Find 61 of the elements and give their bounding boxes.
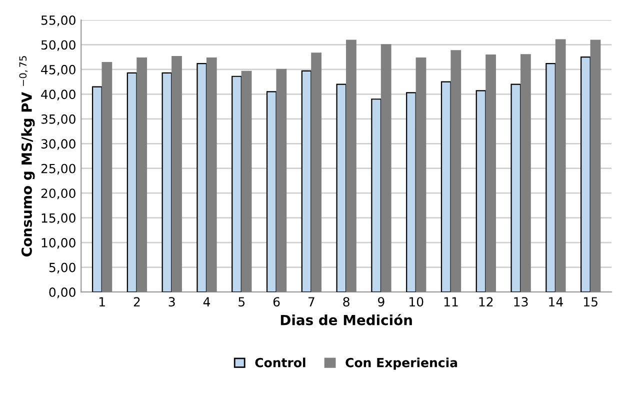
bar — [555, 39, 566, 292]
y-tick-label: 45,00 — [41, 64, 76, 76]
bar — [276, 68, 287, 292]
y-tick-label: 30,00 — [41, 139, 76, 150]
bar — [266, 91, 277, 292]
bar — [232, 76, 242, 292]
x-tick-label: 6 — [273, 297, 280, 307]
y-tick-label: 15,00 — [42, 213, 76, 224]
bar — [206, 58, 217, 292]
x-tick-label: 9 — [378, 297, 384, 307]
x-tick-label: 2 — [134, 297, 140, 306]
y-tick-label: 0,00 — [49, 287, 76, 298]
y-tick-label: 50,00 — [41, 40, 76, 51]
bar — [172, 56, 182, 292]
x-tick-label: 14 — [549, 297, 563, 306]
bar — [196, 62, 208, 292]
bar — [416, 58, 426, 292]
x-tick-label: 12 — [479, 297, 493, 306]
x-tick-label: 15 — [584, 297, 598, 307]
bar — [476, 90, 486, 292]
bar — [346, 40, 356, 292]
bar — [301, 70, 312, 292]
bar — [450, 50, 462, 292]
bar — [136, 58, 148, 292]
y-tick-label: 20,00 — [41, 188, 76, 200]
bar — [126, 72, 138, 292]
bar — [580, 56, 591, 292]
y-tick-label: 40,00 — [41, 90, 76, 100]
bar — [102, 62, 112, 292]
x-tick-label: 10 — [410, 297, 424, 307]
bar — [311, 52, 322, 292]
y-tick-label: 10,00 — [42, 238, 76, 249]
bar — [406, 92, 416, 292]
x-tick-label: 5 — [238, 297, 245, 307]
bar — [92, 86, 102, 292]
y-tick-label: 25,00 — [41, 164, 76, 175]
bar — [380, 44, 392, 292]
bar — [371, 98, 382, 292]
x-tick-label: 3 — [168, 297, 175, 307]
legend-label: Control — [255, 358, 306, 368]
x-tick-label: 13 — [514, 297, 528, 307]
x-tick-label: 7 — [308, 297, 314, 306]
x-axis-title: Dias de Medición — [280, 314, 412, 326]
y-tick-label: 55,00 — [41, 15, 76, 26]
bar — [486, 54, 496, 292]
bar — [510, 84, 522, 292]
bar — [590, 40, 601, 292]
x-tick-label: 1 — [99, 297, 105, 306]
x-tick-label: 8 — [343, 297, 350, 307]
bar — [241, 70, 252, 292]
legend-label: Con Experiencia — [346, 358, 458, 370]
bar — [162, 72, 172, 292]
y-axis-title: Consumo g MS/kg PV $^{−0,75}$ — [19, 56, 35, 256]
bar — [440, 81, 452, 292]
y-tick-label: 5,00 — [49, 262, 76, 274]
bar — [546, 62, 556, 292]
bar — [520, 54, 531, 292]
x-tick-label: 4 — [203, 297, 210, 306]
y-tick-label: 35,00 — [41, 114, 76, 126]
bar — [336, 84, 347, 292]
x-tick-label: 11 — [444, 297, 458, 306]
